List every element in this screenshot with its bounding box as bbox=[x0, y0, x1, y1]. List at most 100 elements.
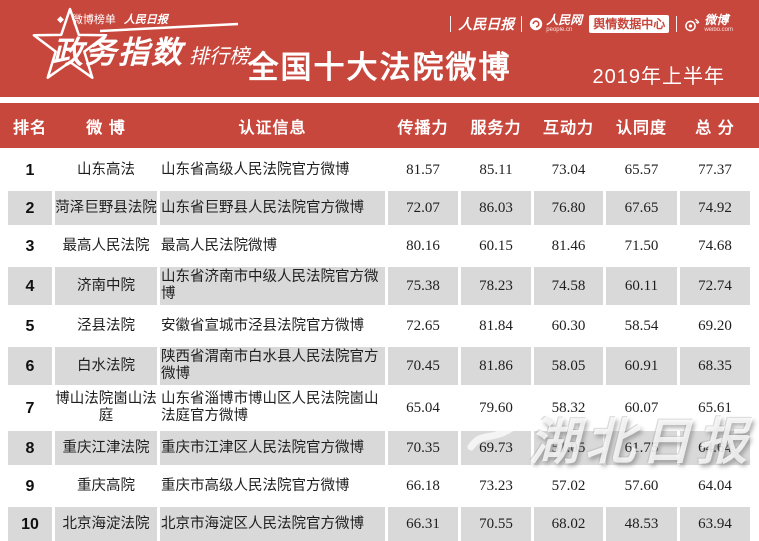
interact-score-cell: 58.05 bbox=[534, 347, 603, 385]
interact-score-cell: 58.32 bbox=[551, 399, 586, 416]
interact-score-cell: 81.46 bbox=[551, 237, 586, 254]
spread-score-cell: 81.57 bbox=[406, 161, 440, 178]
rank-cell: 8 bbox=[8, 431, 52, 465]
table-row: 6 白水法院 陕西省渭南市白水县人民法院官方微博 70.45 81.86 58.… bbox=[8, 347, 751, 385]
cert-info-cell: 安徽省宣城市泾县法院官方微博 bbox=[161, 317, 364, 334]
logo-main-text: 政务指数 bbox=[52, 35, 184, 70]
weibo-name-cell: 北京海淀法院 bbox=[55, 507, 157, 541]
total-score-cell: 74.92 bbox=[680, 191, 750, 225]
weibo-name-cell: 白水法院 bbox=[55, 347, 157, 385]
rank-cell: 10 bbox=[8, 507, 52, 541]
total-score-cell: 77.37 bbox=[698, 161, 732, 178]
cert-info-cell: 最高人民法院微博 bbox=[161, 237, 277, 254]
identity-score-cell: 57.60 bbox=[624, 477, 659, 494]
col-rank: 排名 bbox=[12, 119, 47, 137]
cert-info-cell: 山东省高级人民法院官方微博 bbox=[161, 161, 350, 178]
weibo-name-cell: 重庆江津法院 bbox=[55, 431, 157, 465]
rank-cell: 6 bbox=[8, 347, 52, 385]
total-score-cell: 64.04 bbox=[698, 477, 732, 494]
table-row: 1 山东高法 山东省高级人民法院官方微博 81.57 85.11 73.04 6… bbox=[8, 153, 751, 187]
peoples-daily-script-label: 人民日报 bbox=[123, 14, 168, 26]
banner: ◆ 微博榜单 人民日报 政务指数 排行榜 全国十大法院微博 人民日报 人民网 pe… bbox=[0, 0, 759, 97]
logo-sub-text: 排行榜 bbox=[189, 46, 249, 68]
cert-info-cell: 山东省济南市中级人民法院官方微博 bbox=[160, 267, 385, 305]
service-score-cell: 85.11 bbox=[479, 161, 513, 178]
spread-score-cell: 75.38 bbox=[388, 267, 458, 305]
total-score-cell: 72.74 bbox=[680, 267, 750, 305]
col-total: 总 分 bbox=[695, 119, 735, 137]
identity-score-cell: 60.91 bbox=[606, 347, 677, 385]
page-title: 全国十大法院微博 bbox=[247, 50, 512, 85]
peoples-daily-logo: 人民日报 bbox=[458, 18, 515, 33]
logo-brand-line: ◆ 微博榜单 人民日报 bbox=[57, 11, 168, 27]
weibo-name-cell: 重庆高院 bbox=[77, 477, 135, 494]
period-label: 2019年上半年 bbox=[592, 66, 725, 88]
total-score-cell: 68.35 bbox=[680, 347, 750, 385]
total-score-cell: 65.61 bbox=[698, 399, 732, 416]
cert-info-cell: 重庆市高级人民法院官方微博 bbox=[161, 477, 350, 494]
rank-cell: 4 bbox=[8, 267, 52, 305]
cert-info-cell: 重庆市江津区人民法院官方微博 bbox=[160, 431, 385, 465]
spread-score-cell: 70.45 bbox=[388, 347, 458, 385]
identity-score-cell: 60.11 bbox=[606, 267, 677, 305]
weibo-name-cell: 最高人民法院 bbox=[62, 237, 150, 254]
divider bbox=[676, 16, 678, 32]
identity-score-cell: 48.53 bbox=[606, 507, 677, 541]
total-score-cell: 64.64 bbox=[680, 431, 750, 465]
weibo-name-cell: 济南中院 bbox=[55, 267, 157, 305]
star-logo-icon bbox=[32, 7, 239, 79]
table-row: 7 博山法院崮山法庭 山东省淄博市博山区人民法院崮山法庭官方微博 65.04 7… bbox=[8, 389, 751, 427]
total-score-cell: 69.20 bbox=[698, 317, 732, 334]
service-score-cell: 69.73 bbox=[461, 431, 531, 465]
table-row: 8 重庆江津法院 重庆市江津区人民法院官方微博 70.35 69.73 51.0… bbox=[8, 431, 751, 465]
service-score-cell: 86.03 bbox=[461, 191, 531, 225]
logo-title: 政务指数 排行榜 bbox=[52, 27, 249, 72]
service-score-cell: 81.84 bbox=[479, 317, 513, 334]
identity-score-cell: 65.57 bbox=[624, 161, 659, 178]
col-cert: 认证信息 bbox=[238, 119, 307, 137]
peoples-net-url: people.cn bbox=[546, 27, 573, 34]
table-row: 4 济南中院 山东省济南市中级人民法院官方微博 75.38 78.23 74.5… bbox=[8, 267, 751, 305]
identity-score-cell: 60.07 bbox=[624, 399, 659, 416]
table-row: 5 泾县法院 安徽省宣城市泾县法院官方微博 72.65 81.84 60.30 … bbox=[8, 309, 751, 343]
interact-score-cell: 76.80 bbox=[534, 191, 603, 225]
public-opinion-data-center-badge: 舆情数据中心 bbox=[589, 14, 670, 34]
service-score-cell: 73.23 bbox=[479, 477, 513, 494]
peoples-net-logo: 人民网 people.cn bbox=[529, 13, 582, 34]
rank-cell: 7 bbox=[25, 399, 35, 417]
identity-score-cell: 61.75 bbox=[606, 431, 677, 465]
spread-score-cell: 72.65 bbox=[406, 317, 440, 334]
spread-score-cell: 80.16 bbox=[406, 237, 440, 254]
col-weibo: 微 博 bbox=[86, 119, 126, 137]
spread-score-cell: 66.18 bbox=[406, 477, 440, 494]
peoples-net-icon bbox=[530, 17, 543, 31]
service-score-cell: 60.15 bbox=[479, 237, 513, 254]
weibo-url: weibo.com bbox=[704, 27, 733, 34]
diamond-icon: ◆ bbox=[57, 13, 64, 24]
col-interact: 互动力 bbox=[542, 119, 594, 137]
weibo-logo: 微博 weibo.com bbox=[684, 13, 733, 34]
divider bbox=[521, 16, 523, 32]
partner-logos: 人民日报 人民网 people.cn 舆情数据中心 微博 weibo.c bbox=[450, 13, 733, 34]
service-score-cell: 70.55 bbox=[461, 507, 531, 541]
service-score-cell: 78.23 bbox=[461, 267, 531, 305]
weibo-name-cell: 菏泽巨野县法院 bbox=[55, 191, 157, 225]
total-score-cell: 63.94 bbox=[680, 507, 750, 541]
weibo-label: 微博 bbox=[704, 13, 729, 28]
table-row: 2 菏泽巨野县法院 山东省巨野县人民法院官方微博 72.07 86.03 76.… bbox=[8, 191, 751, 225]
cert-info-cell: 山东省淄博市博山区人民法院崮山法庭官方微博 bbox=[161, 391, 379, 424]
weibo-name-cell: 山东高法 bbox=[77, 161, 135, 178]
rank-cell: 3 bbox=[25, 237, 35, 255]
identity-score-cell: 58.54 bbox=[624, 317, 659, 334]
table-body: 1 山东高法 山东省高级人民法院官方微博 81.57 85.11 73.04 6… bbox=[8, 153, 751, 541]
table-row: 3 最高人民法院 最高人民法院微博 80.16 60.15 81.46 71.5… bbox=[8, 229, 751, 263]
interact-score-cell: 73.04 bbox=[551, 161, 586, 178]
table-row: 9 重庆高院 重庆市高级人民法院官方微博 66.18 73.23 57.02 5… bbox=[8, 469, 751, 503]
identity-score-cell: 67.65 bbox=[606, 191, 677, 225]
col-identity: 认同度 bbox=[615, 119, 667, 137]
table-row: 10 北京海淀法院 北京市海淀区人民法院官方微博 66.31 70.55 68.… bbox=[8, 507, 751, 541]
rank-cell: 1 bbox=[25, 161, 35, 179]
rank-cell: 2 bbox=[8, 191, 52, 225]
table-header: 排名 微 博 认证信息 传播力 服务力 互动力 认同度 总 分 bbox=[0, 103, 759, 148]
